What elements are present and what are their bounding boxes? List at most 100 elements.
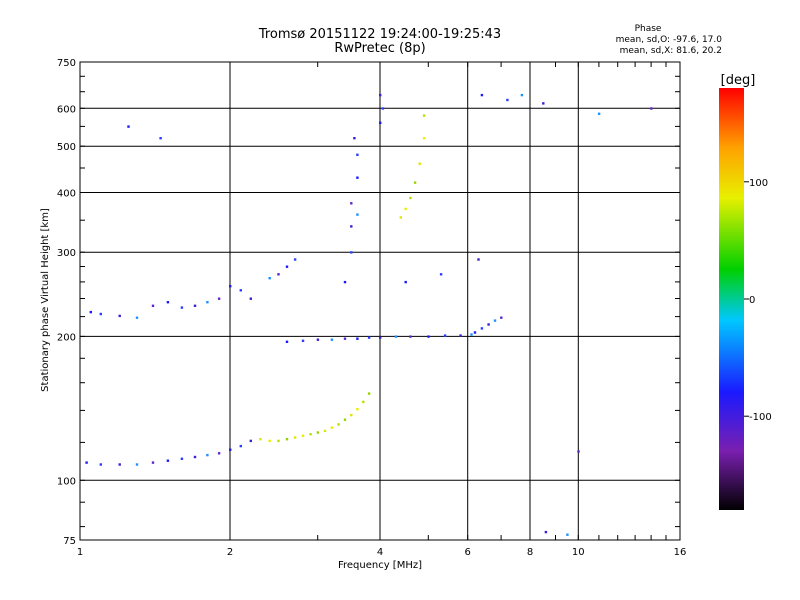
data-point — [293, 258, 297, 261]
data-point — [301, 339, 305, 342]
ticks-layer: 1 2 4 6 8 10 16 75 100 200 300 400 500 600 750 — [57, 58, 686, 558]
data-point — [439, 273, 443, 276]
data-point — [379, 121, 382, 124]
data-point — [413, 181, 417, 184]
data-point — [343, 337, 347, 340]
data-point — [493, 319, 497, 322]
data-point — [135, 316, 139, 319]
data-point — [506, 98, 509, 102]
x-tick-label: 8 — [527, 547, 533, 558]
data-point — [293, 436, 297, 439]
data-point — [249, 297, 252, 300]
colorbar — [719, 88, 744, 510]
data-point — [85, 461, 88, 464]
data-point — [151, 304, 155, 307]
x-tick-label: 10 — [572, 547, 585, 558]
data-point — [259, 438, 262, 441]
colorbar-label: [deg] — [721, 73, 756, 88]
y-tick-label: 400 — [57, 189, 76, 200]
x-tick-label: 1 — [77, 547, 83, 558]
x-axis-label: Frequency [MHz] — [338, 560, 422, 571]
data-point — [166, 459, 170, 462]
data-point — [356, 153, 359, 156]
data-point — [650, 107, 653, 110]
data-point — [350, 413, 353, 417]
data-point — [135, 463, 139, 466]
data-point — [193, 455, 197, 459]
data-point — [166, 301, 170, 304]
data-point — [418, 162, 421, 165]
data-point — [356, 408, 359, 411]
y-tick-label: 500 — [57, 142, 76, 153]
phase-stats-heading: Phase — [635, 24, 662, 34]
y-tick-label: 300 — [57, 248, 76, 259]
data-point — [544, 530, 548, 534]
data-point — [566, 533, 569, 536]
phase-stats-o: mean, sd,O: -97.6, 17.0 — [616, 35, 723, 45]
data-point — [316, 431, 320, 434]
data-point — [159, 137, 162, 140]
colorbar-ticks: 100 0 -100 — [744, 178, 772, 423]
data-point — [309, 433, 312, 436]
data-point — [350, 202, 353, 205]
data-point — [301, 434, 305, 437]
data-point — [409, 335, 412, 338]
data-point — [89, 310, 92, 314]
data-point — [337, 423, 340, 426]
data-point — [316, 338, 320, 341]
y-tick-label: 750 — [57, 58, 76, 69]
data-point — [180, 457, 184, 460]
data-point — [597, 112, 601, 115]
data-point — [409, 196, 412, 200]
data-point — [443, 334, 447, 337]
data-point — [99, 463, 102, 466]
data-point — [459, 334, 462, 337]
data-point — [427, 335, 430, 338]
colorbar-tick-label: -100 — [749, 412, 772, 423]
data-point — [99, 312, 102, 316]
data-point — [217, 452, 221, 455]
data-point — [118, 463, 121, 466]
x-tick-label: 6 — [465, 547, 471, 558]
data-point — [343, 280, 347, 284]
data-point — [542, 102, 545, 105]
data-point — [330, 426, 334, 429]
data-point — [367, 336, 371, 339]
data-point — [323, 429, 327, 433]
data-point — [473, 331, 477, 334]
data-point — [277, 273, 280, 276]
colorbar-tick-label: 100 — [749, 178, 768, 189]
data-point — [404, 207, 407, 211]
x-tick-label: 2 — [227, 547, 233, 558]
data-point — [470, 333, 473, 336]
x-tick-label: 16 — [674, 547, 687, 558]
data-point — [422, 137, 426, 140]
data-point — [353, 137, 356, 140]
data-point — [394, 335, 398, 338]
data-point — [285, 265, 289, 268]
data-point — [268, 439, 271, 443]
data-point — [500, 316, 503, 319]
data-point — [127, 125, 130, 128]
data-point — [350, 251, 353, 254]
data-point — [239, 289, 242, 292]
data-point — [193, 304, 197, 307]
data-point — [577, 450, 580, 453]
data-point — [487, 323, 490, 326]
data-point — [229, 448, 232, 451]
data-point — [367, 392, 371, 395]
y-tick-label: 75 — [63, 536, 76, 547]
data-point — [249, 439, 252, 443]
data-point — [206, 301, 209, 304]
data-point — [330, 338, 334, 341]
data-point — [350, 225, 353, 228]
data-point — [399, 216, 402, 219]
chart-title: Tromsø 20151122 19:24:00-19:25:43 — [258, 27, 501, 42]
data-point — [362, 400, 365, 404]
data-point — [285, 340, 289, 343]
y-tick-label: 600 — [57, 104, 76, 115]
data-point — [206, 453, 209, 457]
data-point — [520, 93, 524, 97]
data-point — [356, 337, 359, 340]
